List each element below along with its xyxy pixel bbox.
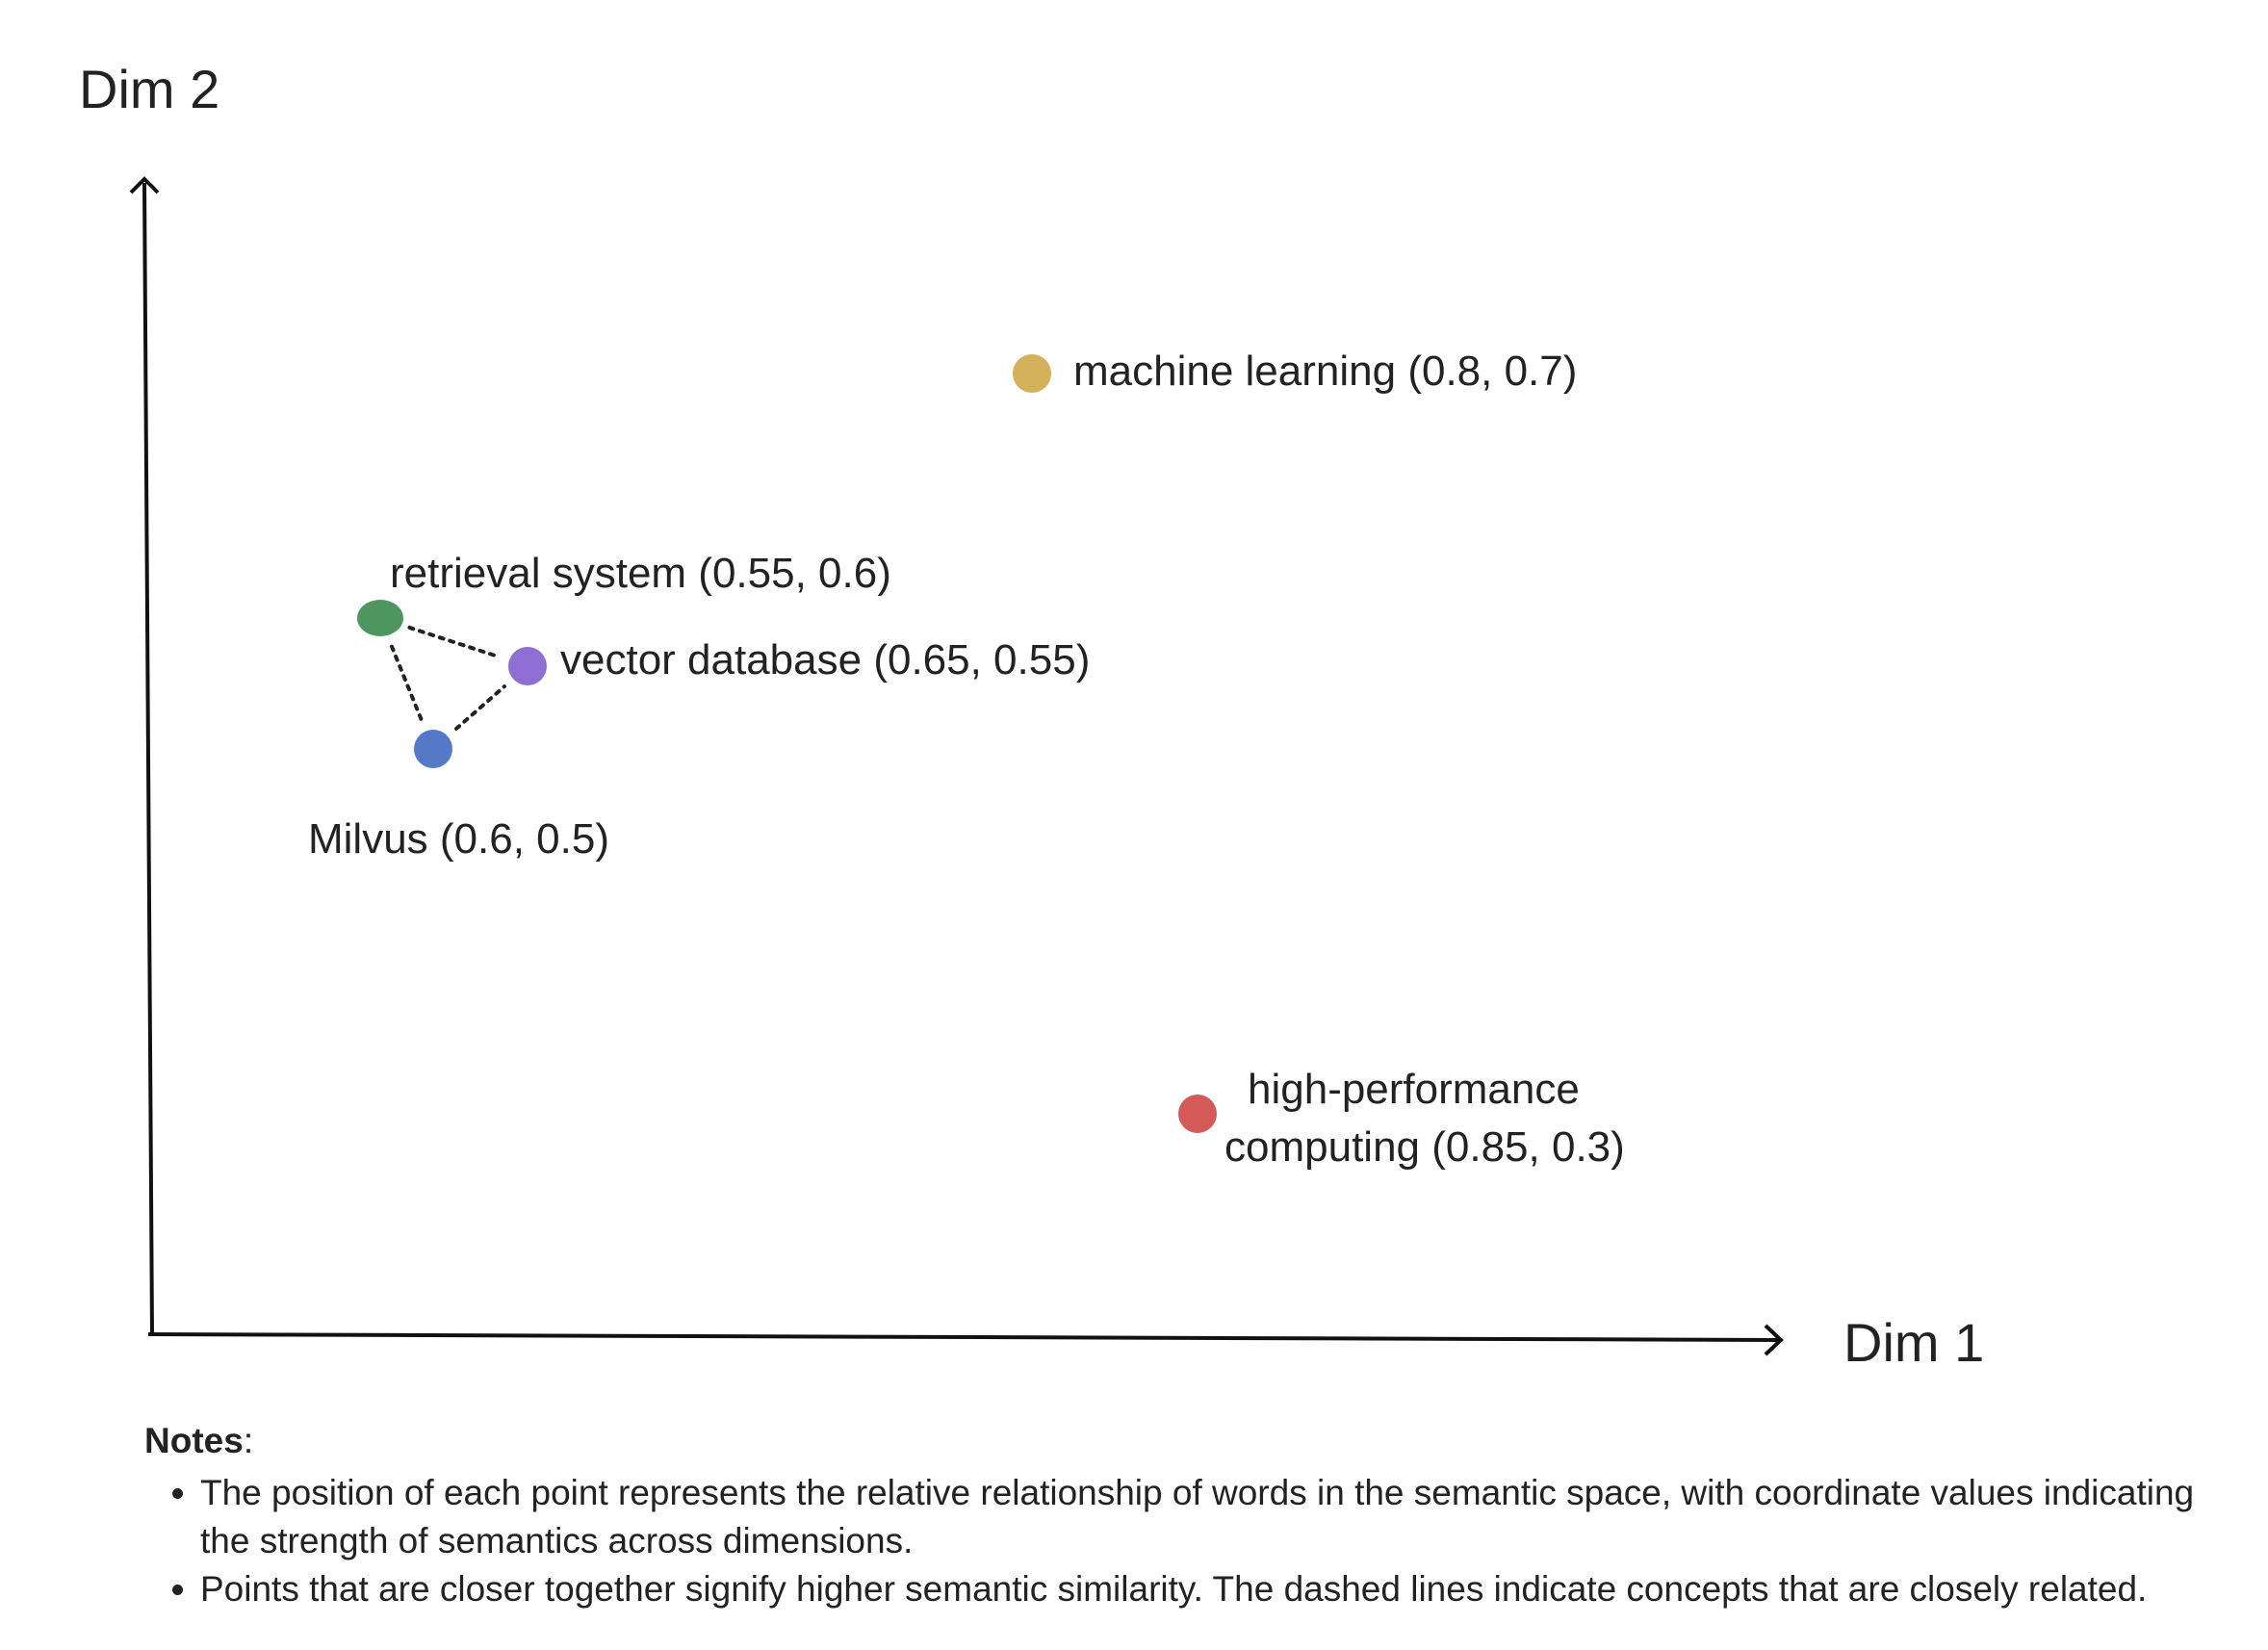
note-item: The position of each point represents th… <box>200 1469 2243 1565</box>
point-high-performance-computing <box>1178 1095 1217 1133</box>
axes <box>129 176 1784 1356</box>
link-milvus-to-vector-database <box>454 684 506 731</box>
point-label-vector-database: vector database (0.65, 0.55) <box>560 636 1091 683</box>
point-label-hpc-line2: computing (0.85, 0.3) <box>1224 1123 1625 1171</box>
x-axis-line <box>147 1332 1780 1342</box>
notes-heading: Notes <box>144 1421 244 1460</box>
notes-colon: : <box>243 1421 254 1460</box>
point-label-milvus: Milvus (0.6, 0.5) <box>308 815 609 863</box>
y-axis-arrow <box>129 176 160 194</box>
data-points <box>357 354 1217 1133</box>
point-vector-database <box>508 647 547 685</box>
y-axis-line <box>142 182 154 1337</box>
x-axis-arrow <box>1764 1324 1784 1356</box>
scatter-plot <box>129 176 1784 1356</box>
point-label-retrieval-system: retrieval system (0.55, 0.6) <box>390 550 891 597</box>
notes-section: Notes: The position of each point repres… <box>144 1417 2243 1613</box>
point-label-machine-learning: machine learning (0.8, 0.7) <box>1073 348 1578 395</box>
notes-list: The position of each point represents th… <box>144 1469 2243 1613</box>
related-links <box>389 625 506 731</box>
link-retrieval-system-to-milvus <box>389 644 425 723</box>
note-item: Points that are closer together signify … <box>200 1565 2243 1613</box>
point-machine-learning <box>1013 354 1051 393</box>
point-milvus <box>414 730 452 768</box>
y-axis-label: Dim 2 <box>79 59 220 119</box>
point-label-hpc-line1: high-performance <box>1248 1066 1580 1113</box>
point-retrieval-system <box>357 600 403 636</box>
x-axis-label: Dim 1 <box>1843 1312 1985 1373</box>
link-retrieval-system-to-vector-database <box>407 625 501 659</box>
